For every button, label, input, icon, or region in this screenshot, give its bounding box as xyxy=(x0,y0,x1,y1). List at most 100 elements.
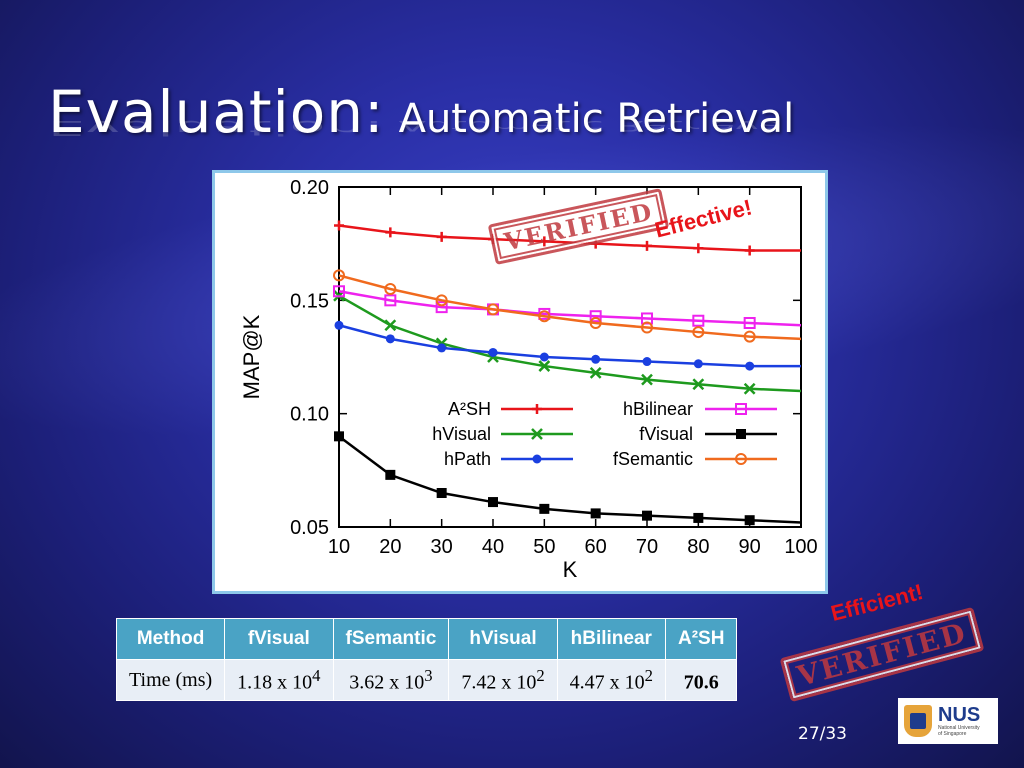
table-header: A²SH xyxy=(664,618,738,660)
data-point xyxy=(384,319,397,332)
data-point xyxy=(538,360,551,372)
legend-label: hVisual xyxy=(432,424,491,444)
legend-label: A²SH xyxy=(448,399,491,419)
x-tick-label: 30 xyxy=(431,536,453,558)
x-tick-label: 20 xyxy=(379,536,401,558)
legend-marker xyxy=(736,429,746,439)
data-point xyxy=(641,321,653,334)
timing-table: Method fVisual fSemantic hVisual hBiline… xyxy=(115,618,738,701)
nus-logo: NUS National University of Singapore xyxy=(898,698,998,744)
data-point xyxy=(589,366,602,379)
logo-wordmark: NUS National University of Singapore xyxy=(938,704,981,737)
plot-frame xyxy=(338,186,802,528)
data-point xyxy=(642,240,652,251)
map-at-k-chart: 0.05 0.10 0.15 0.20 10 20 30 40 50 60 70 80 90 100 K MA… xyxy=(239,177,818,582)
data-point xyxy=(693,243,704,254)
data-point xyxy=(539,503,550,514)
table-cell: 7.42 x 102 xyxy=(448,659,558,701)
data-point xyxy=(488,347,498,357)
data-point xyxy=(693,359,703,369)
table-header-row: Method fVisual fSemantic hVisual hBiline… xyxy=(115,618,738,660)
data-point xyxy=(384,294,397,307)
legend-label: fSemantic xyxy=(613,449,693,469)
data-point xyxy=(385,469,396,480)
x-tick-label: 100 xyxy=(784,536,817,558)
table-cell: 4.47 x 102 xyxy=(556,659,666,701)
legend-marker xyxy=(735,403,747,415)
table-header-method: Method xyxy=(115,618,226,660)
verified-stamp-table: VERIFIED xyxy=(779,606,985,703)
data-point xyxy=(692,378,705,391)
x-tick-label: 50 xyxy=(533,536,555,558)
data-point xyxy=(538,310,551,323)
slide-title: Evaluation: Automatic Retrieval xyxy=(48,78,794,146)
series-line-5 xyxy=(338,274,802,341)
series-line-3 xyxy=(338,290,802,327)
data-point xyxy=(333,269,345,282)
data-point xyxy=(692,326,705,339)
legend-marker xyxy=(735,453,747,465)
series-line-4 xyxy=(338,435,802,524)
legend-marker xyxy=(532,404,542,414)
table-header: hBilinear xyxy=(556,618,666,660)
crest-icon xyxy=(904,705,932,737)
x-tick-label: 80 xyxy=(687,536,709,558)
x-tick-label: 10 xyxy=(328,536,350,558)
data-point xyxy=(436,231,447,242)
data-point xyxy=(435,294,448,307)
data-point xyxy=(590,238,601,249)
legend-marker xyxy=(531,428,543,440)
x-axis-label: K xyxy=(563,557,578,582)
data-point xyxy=(641,373,653,386)
data-point xyxy=(384,283,397,295)
x-tick-label: 90 xyxy=(739,536,761,558)
data-point xyxy=(591,354,601,364)
x-tick-label: 60 xyxy=(585,536,607,558)
data-point xyxy=(589,317,602,329)
data-point xyxy=(642,357,652,367)
data-point xyxy=(539,352,549,362)
chart-panel: 0.05 0.10 0.15 0.20 10 20 30 40 50 60 70 80 90 100 K MA… xyxy=(212,170,828,594)
y-axis-label: MAP@K xyxy=(239,314,264,399)
data-point xyxy=(488,497,498,508)
data-point xyxy=(744,245,755,256)
legend-marker xyxy=(532,454,542,464)
data-point xyxy=(743,382,756,395)
title-sub: Automatic Retrieval xyxy=(398,96,795,142)
data-point xyxy=(589,310,602,323)
title-main: Evaluation: xyxy=(48,78,385,146)
table-header: fSemantic xyxy=(332,618,450,660)
legend-label: fVisual xyxy=(639,424,693,444)
x-tick-label: 40 xyxy=(482,536,504,558)
data-point xyxy=(744,515,755,526)
y-tick-label: 0.15 xyxy=(290,290,329,312)
data-point xyxy=(642,510,652,521)
series-line-2 xyxy=(338,324,801,368)
data-point xyxy=(435,301,448,314)
data-point xyxy=(488,234,498,245)
table-header: fVisual xyxy=(224,618,334,660)
data-point xyxy=(437,343,447,353)
series-line-0 xyxy=(338,224,801,252)
y-tick-label: 0.10 xyxy=(290,404,329,426)
table-cell: 1.18 x 104 xyxy=(224,659,334,701)
efficient-callout: Efficient! xyxy=(828,579,926,627)
data-point xyxy=(334,220,344,231)
table-cell-best: 70.6 xyxy=(664,659,738,701)
legend-label: hPath xyxy=(444,449,491,469)
data-point xyxy=(539,236,550,247)
table-cell: 3.62 x 103 xyxy=(332,659,450,701)
data-point xyxy=(590,508,601,519)
y-tick-label: 0.05 xyxy=(290,517,329,539)
data-point xyxy=(693,512,704,523)
series-line-1 xyxy=(338,294,802,393)
data-point xyxy=(743,317,756,329)
data-point xyxy=(334,431,344,442)
x-tick-label: 70 xyxy=(636,536,658,558)
data-point xyxy=(385,227,396,238)
table-header: hVisual xyxy=(448,618,558,660)
data-point xyxy=(436,488,447,498)
data-point xyxy=(334,320,344,330)
data-point xyxy=(385,334,395,344)
legend-label: hBilinear xyxy=(623,399,693,419)
